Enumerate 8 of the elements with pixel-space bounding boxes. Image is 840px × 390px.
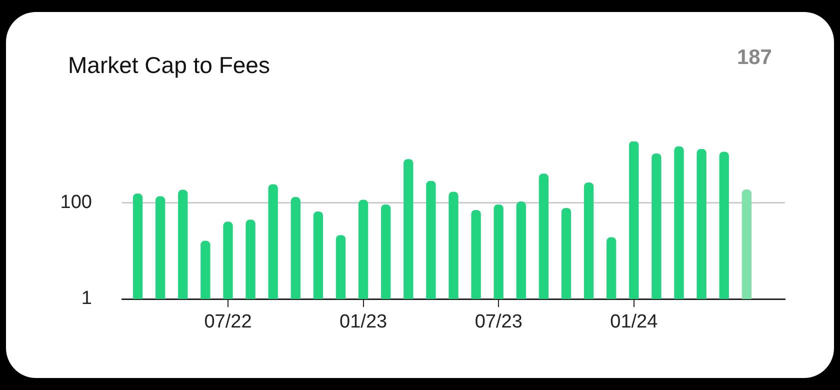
x-tick-label: 07/22 — [204, 312, 252, 333]
y-tick-label: 1 — [81, 288, 92, 310]
chart-title: Market Cap to Fees — [68, 52, 270, 79]
x-tick-label: 07/23 — [474, 312, 522, 333]
y-tick-label: 100 — [60, 192, 92, 214]
x-tick-label: 01/24 — [610, 312, 658, 333]
text: 187 — [736, 46, 772, 70]
x-tick-label: 01/23 — [340, 312, 388, 333]
